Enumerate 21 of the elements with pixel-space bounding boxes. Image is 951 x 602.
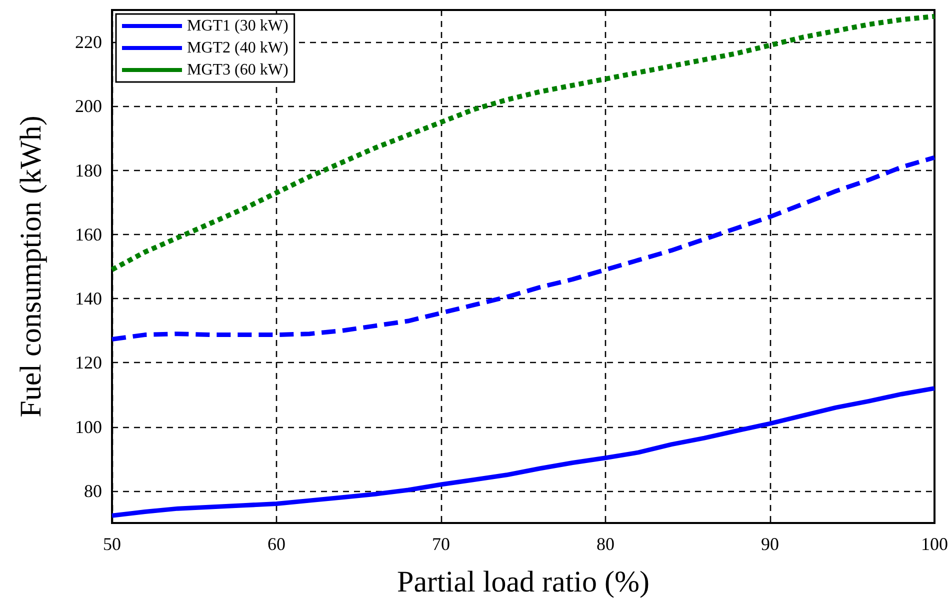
y-axis-title: Fuel consumption (kWh) bbox=[14, 116, 48, 418]
x-tick-label: 50 bbox=[103, 534, 121, 554]
legend-label: MGT3 (60 kW) bbox=[187, 62, 288, 78]
x-tick-label: 80 bbox=[596, 534, 614, 554]
y-tick-label: 200 bbox=[75, 96, 102, 116]
x-axis-title: Partial load ratio (%) bbox=[397, 566, 650, 598]
x-tick-label: 70 bbox=[432, 534, 450, 554]
y-tick-label: 120 bbox=[75, 352, 102, 373]
x-tick-label: 90 bbox=[761, 534, 779, 554]
y-tick-label: 100 bbox=[75, 416, 102, 437]
legend-label: MGT2 (40 kW) bbox=[187, 40, 288, 56]
legend-label: MGT1 (30 kW) bbox=[187, 18, 288, 34]
y-tick-label: 160 bbox=[75, 224, 102, 244]
line-series bbox=[110, 386, 937, 518]
y-tick-label: 180 bbox=[75, 160, 102, 180]
y-tick-label: 140 bbox=[75, 288, 102, 309]
line-series bbox=[110, 155, 937, 342]
y-tick-label: 220 bbox=[75, 32, 102, 52]
y-tick-label: 80 bbox=[84, 480, 102, 501]
x-tick-label: 100 bbox=[921, 534, 948, 554]
x-tick-label: 60 bbox=[268, 534, 286, 554]
